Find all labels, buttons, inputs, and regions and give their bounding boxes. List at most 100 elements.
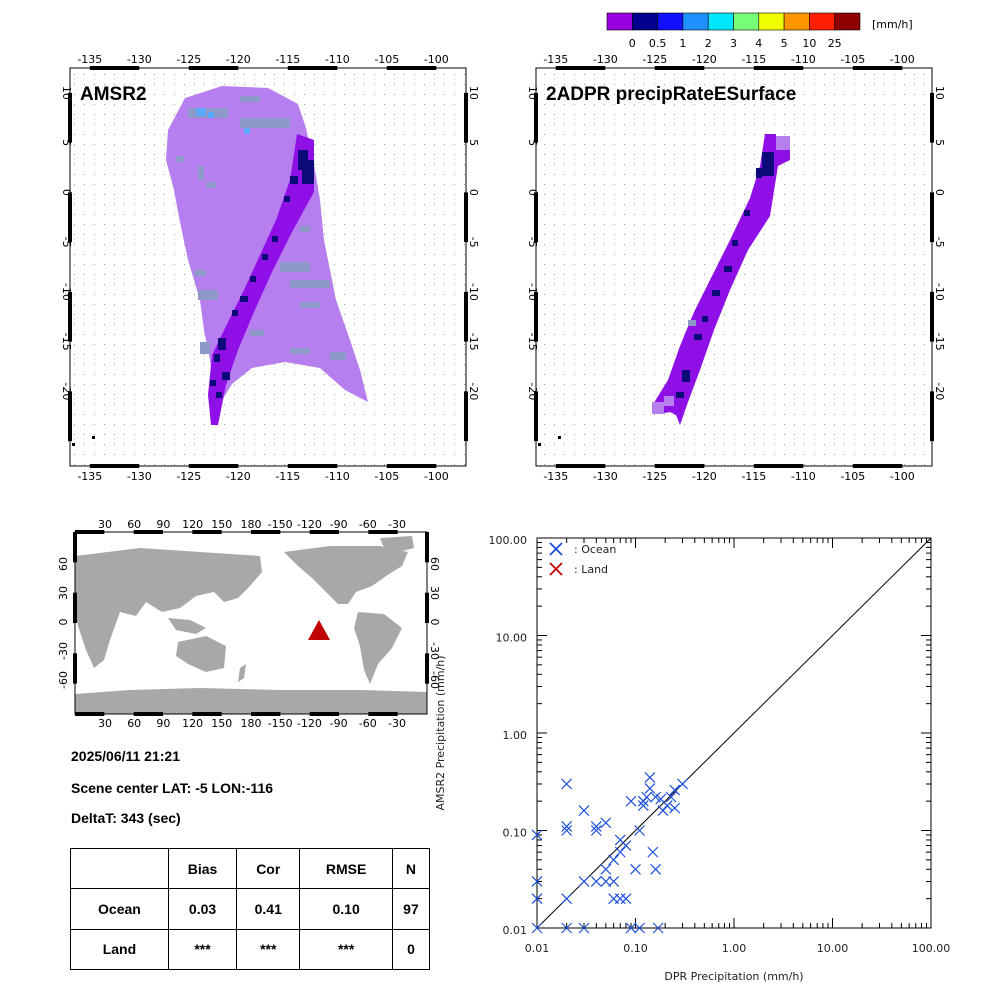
scatter-point xyxy=(637,800,649,812)
lon-tick-label: -110 xyxy=(791,470,816,483)
lat-tick-label: 5 xyxy=(60,139,73,146)
world-lat-tick-label: 0 xyxy=(428,619,441,626)
scatter-point xyxy=(578,922,590,934)
lat-tick-label: -5 xyxy=(526,237,539,248)
colorbar-swatch xyxy=(631,12,658,31)
stats-cell: *** xyxy=(167,928,238,971)
world-lat-tick-label: 60 xyxy=(57,557,70,571)
world-lon-tick-label: 180 xyxy=(241,518,262,531)
lat-tick-label: -20 xyxy=(60,382,73,400)
y-tick-label: 10.00 xyxy=(496,632,528,645)
delta-t-label: DeltaT: 343 (sec) xyxy=(71,810,181,826)
lat-tick-label: -15 xyxy=(526,333,539,351)
lat-tick-label: -20 xyxy=(933,382,946,400)
world-lon-tick-label: -150 xyxy=(268,717,293,730)
stats-header-cell: Cor xyxy=(236,847,301,890)
colorbar-label: 5 xyxy=(781,37,788,50)
world-lon-tick-label: 120 xyxy=(182,717,203,730)
scatter-point xyxy=(600,876,612,887)
lon-tick-label: -105 xyxy=(840,470,865,483)
lon-tick-label: -135 xyxy=(543,470,568,483)
colorbar-label: 1 xyxy=(679,37,686,50)
lon-tick-label: -130 xyxy=(593,470,618,483)
stats-cell: *** xyxy=(299,928,393,971)
scatter-point xyxy=(561,922,573,934)
world-lat-tick-label: 60 xyxy=(428,557,441,571)
x-tick-label: 0.01 xyxy=(525,942,550,955)
scatter-point xyxy=(644,772,656,783)
colorbar-swatch xyxy=(834,12,861,31)
scatter-point xyxy=(620,840,632,852)
legend-label: : Land xyxy=(574,563,608,576)
world-lat-tick-label: 30 xyxy=(57,586,70,600)
scatter-point xyxy=(665,791,677,803)
lat-tick-label: 10 xyxy=(526,86,539,100)
scatter-point xyxy=(661,800,673,812)
lat-tick-label: 0 xyxy=(60,189,73,196)
lon-tick-label: -120 xyxy=(226,53,251,66)
world-lat-tick-label: 0 xyxy=(57,619,70,626)
world-lon-tick-label: 180 xyxy=(241,717,262,730)
stats-cell: 0.41 xyxy=(236,888,301,930)
colorbar-label: 2 xyxy=(705,37,712,50)
lat-tick-label: 5 xyxy=(467,139,480,146)
legend: : Ocean: Land xyxy=(549,542,616,576)
scatter-point xyxy=(620,893,632,905)
lat-tick-label: -5 xyxy=(467,237,480,248)
lon-tick-label: -130 xyxy=(127,53,152,66)
stats-table: Bias Cor RMSE N Ocean 0.03 0.41 0.10 97 … xyxy=(70,847,431,971)
stats-header-cell: Bias xyxy=(167,847,238,890)
scatter-point xyxy=(634,825,646,836)
world-lat-tick-label: -30 xyxy=(428,642,441,660)
colorbar-label: 0.5 xyxy=(649,37,667,50)
lon-tick-label: -135 xyxy=(77,53,102,66)
y-tick-label: 0.10 xyxy=(503,827,528,840)
scatter-point xyxy=(625,922,637,934)
world-lon-tick-label: 30 xyxy=(98,518,112,531)
scatter-point xyxy=(578,805,590,817)
lat-tick-label: -15 xyxy=(60,333,73,351)
datetime-label: 2025/06/11 21:21 xyxy=(71,748,180,764)
stats-cell: 0.03 xyxy=(167,888,238,930)
colorbar-swatch xyxy=(733,12,760,31)
stats-header-row: Bias Cor RMSE N xyxy=(70,847,431,890)
lon-tick-label: -130 xyxy=(593,53,618,66)
lon-tick-label: -115 xyxy=(275,470,300,483)
scatter-point xyxy=(578,876,590,887)
scatter-point xyxy=(625,795,637,807)
colorbar-swatch xyxy=(657,12,684,31)
one-to-one-line xyxy=(536,537,932,929)
world-lon-tick-label: 30 xyxy=(98,717,112,730)
scatter-point xyxy=(644,783,656,794)
scatter-point xyxy=(669,784,681,796)
world-lon-tick-label: -120 xyxy=(297,717,322,730)
stats-header-cell: RMSE xyxy=(299,847,393,890)
scatter-point xyxy=(531,922,543,934)
x-tick-label: 10.00 xyxy=(817,942,849,955)
scatter-point xyxy=(561,821,573,832)
scatter-point xyxy=(600,817,612,829)
world-lon-tick-label: -150 xyxy=(268,518,293,531)
lat-tick-label: -20 xyxy=(526,382,539,400)
world-lat-tick-label: 30 xyxy=(428,586,441,600)
x-axis-label: DPR Precipitation (mm/h) xyxy=(664,970,803,983)
lon-tick-label: -135 xyxy=(543,53,568,66)
x-tick-label: 1.00 xyxy=(722,942,747,955)
world-lon-tick-label: -90 xyxy=(330,717,348,730)
world-lon-tick-label: 90 xyxy=(156,518,170,531)
lon-tick-label: -105 xyxy=(374,53,399,66)
map-amsr2: -135 -135 -130 -130 -125 -125 -120 -120 -115 -115… xyxy=(60,53,480,483)
world-map: 30 30 60 60 90 90 120 120 150 150 180 180 -150 -150 -1… xyxy=(57,518,441,730)
scatter-point xyxy=(590,825,602,836)
world-lat-tick-label: -60 xyxy=(428,671,441,689)
scene-center-label: Scene center LAT: -5 LON:-116 xyxy=(71,780,274,796)
lon-tick-label: -115 xyxy=(741,470,766,483)
lon-tick-label: -115 xyxy=(275,53,300,66)
lon-tick-label: -120 xyxy=(692,470,717,483)
lat-tick-label: -10 xyxy=(60,283,73,301)
lon-tick-label: -125 xyxy=(176,470,201,483)
stats-cell: 0.10 xyxy=(299,888,393,930)
y-tick-label: 100.00 xyxy=(489,534,528,547)
colorbar-swatch xyxy=(606,12,633,31)
